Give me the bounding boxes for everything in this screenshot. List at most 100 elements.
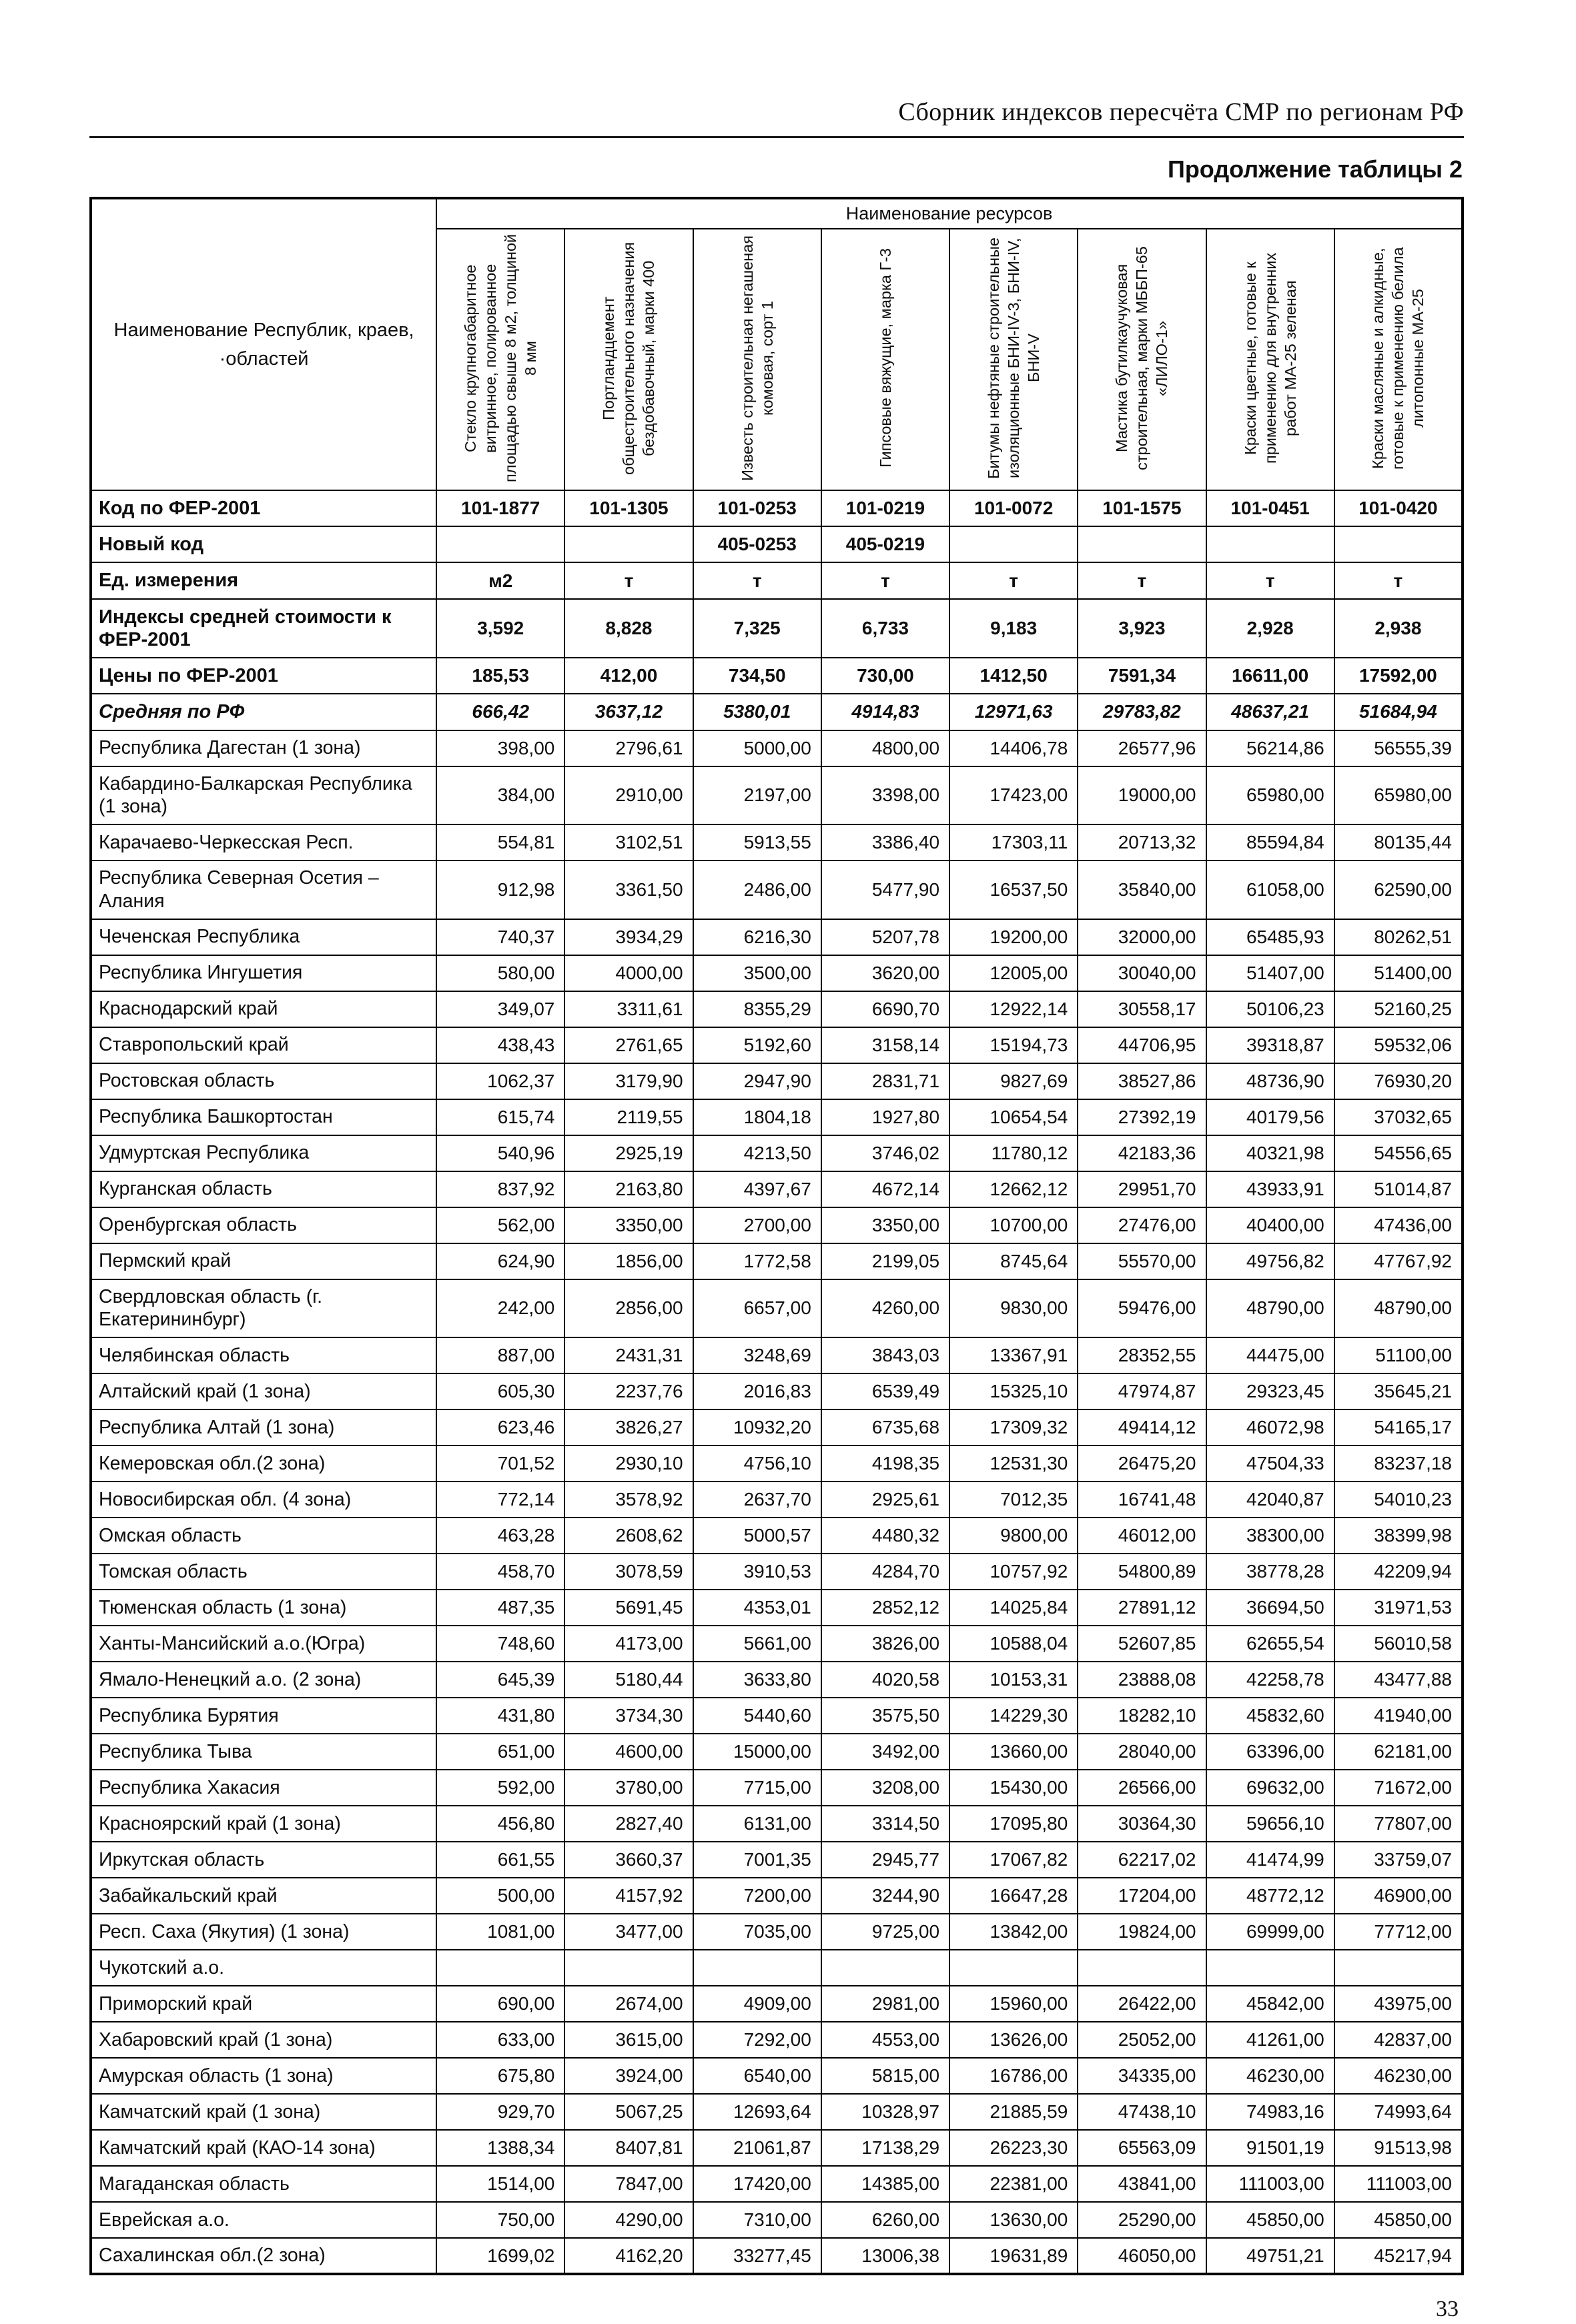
value-cell: 633,00 <box>436 2021 566 2059</box>
table-caption: Продолжение таблицы 2 <box>1167 155 1463 183</box>
value-cell: 580,00 <box>436 954 566 992</box>
value-cell <box>564 1949 694 1987</box>
table-row: Камчатский край (1 зона) 929,70 5067,25 126… <box>89 2093 1464 2131</box>
value-cell: 77712,00 <box>1333 1913 1464 1951</box>
value-cell: 2237,76 <box>564 1373 694 1411</box>
value-cell: 2608,62 <box>564 1517 694 1555</box>
region-name-cell: Карачаево-Черкесская Респ. <box>89 824 438 862</box>
header-row-columns: Стекло крупногабаритное витринное, полир… <box>91 228 1464 491</box>
value-cell: 12922,14 <box>949 990 1079 1028</box>
page-number: 33 <box>1436 2297 1459 2322</box>
value-cell: 48772,12 <box>1205 1877 1335 1915</box>
region-name-cell: Тюменская область (1 зона) <box>89 1589 438 1627</box>
table-row: Сахалинская обл.(2 зона) 1699,02 4162,20 33… <box>89 2237 1464 2275</box>
table-row: Республика Бурятия 431,80 3734,30 5440,60 35… <box>89 1697 1464 1735</box>
column-header: Битумы нефтяные строительные изоляционны… <box>949 228 1079 491</box>
value-cell: 42209,94 <box>1333 1553 1464 1591</box>
value-cell: 3826,00 <box>820 1625 951 1663</box>
value-cell: 40321,98 <box>1205 1134 1335 1172</box>
value-cell: 35645,21 <box>1333 1373 1464 1411</box>
value-cell: 540,96 <box>436 1134 566 1172</box>
document-title: Сборник индексов пересчёта СМР по регион… <box>898 98 1464 126</box>
table-row: Республика Башкортостан 615,74 2119,55 1804… <box>89 1098 1464 1136</box>
table-row: Алтайский край (1 зона) 605,30 2237,76 2016… <box>89 1373 1464 1411</box>
value-cell: 748,60 <box>436 1625 566 1663</box>
value-cell: 65980,00 <box>1333 765 1464 826</box>
value-cell: 52607,85 <box>1077 1625 1207 1663</box>
value-cell: 44706,95 <box>1077 1026 1207 1064</box>
value-cell: 37032,65 <box>1333 1098 1464 1136</box>
value-cell: 40400,00 <box>1205 1206 1335 1244</box>
value-cell: т <box>1077 562 1207 600</box>
value-cell: 8355,29 <box>692 990 822 1028</box>
column-header-text: Мастика бутилкаучуковая строительная, ма… <box>1113 245 1171 470</box>
table-row: Ед. измерения м2 т т т т т т т <box>89 562 1464 600</box>
table-row: Забайкальский край 500,00 4157,92 7200,00 32… <box>89 1877 1464 1915</box>
value-cell: 52160,25 <box>1333 990 1464 1028</box>
value-cell: 2486,00 <box>692 860 822 920</box>
value-cell: 3843,03 <box>820 1337 951 1375</box>
region-name-cell: Сахалинская обл.(2 зона) <box>89 2237 438 2275</box>
value-cell: 5207,78 <box>820 918 951 956</box>
table-row: Ростовская область 1062,37 3179,90 2947,90 2… <box>89 1062 1464 1100</box>
value-cell: 734,50 <box>692 657 822 695</box>
value-cell: 185,53 <box>436 657 566 695</box>
column-header: Гипсовые вяжущие, марка Г-3 <box>820 228 951 491</box>
value-cell: 71672,00 <box>1333 1769 1464 1807</box>
value-cell: 29951,70 <box>1077 1170 1207 1208</box>
value-cell: 17423,00 <box>949 765 1079 826</box>
table-row: Индексы средней стоимости к ФЕР-2001 3,59… <box>89 598 1464 659</box>
value-cell: 5180,44 <box>564 1661 694 1699</box>
value-cell: 17420,00 <box>692 2165 822 2203</box>
value-cell: 2925,61 <box>820 1481 951 1519</box>
value-cell: 500,00 <box>436 1877 566 1915</box>
value-cell <box>1077 1949 1207 1987</box>
value-cell: 48790,00 <box>1333 1278 1464 1339</box>
value-cell: 4756,10 <box>692 1445 822 1483</box>
value-cell: 59532,06 <box>1333 1026 1464 1064</box>
value-cell: 45217,94 <box>1333 2237 1464 2275</box>
value-cell: 101-0420 <box>1333 489 1464 528</box>
value-cell: 18282,10 <box>1077 1697 1207 1735</box>
value-cell: 5000,57 <box>692 1517 822 1555</box>
value-cell: 4173,00 <box>564 1625 694 1663</box>
value-cell: 929,70 <box>436 2093 566 2131</box>
value-cell: 39318,87 <box>1205 1026 1335 1064</box>
value-cell: 2796,61 <box>564 729 694 767</box>
value-cell: 111003,00 <box>1205 2165 1335 2203</box>
value-cell: 463,28 <box>436 1517 566 1555</box>
value-cell: 912,98 <box>436 860 566 920</box>
table-row: Томская область 458,70 3078,59 3910,53 4284,… <box>89 1553 1464 1591</box>
value-cell: 74993,64 <box>1333 2093 1464 2131</box>
table-row: Новосибирская обл. (4 зона) 772,14 3578,92… <box>89 1481 1464 1519</box>
table-row: Новый код 405-0253 405-0219 <box>89 526 1464 564</box>
table-row: Кабардино-Балкарская Республика (1 зона)… <box>89 765 1464 826</box>
value-cell: 13660,00 <box>949 1733 1079 1771</box>
value-cell: 14406,78 <box>949 729 1079 767</box>
value-cell: 69632,00 <box>1205 1769 1335 1807</box>
value-cell: 1062,37 <box>436 1062 566 1100</box>
value-cell: 7292,00 <box>692 2021 822 2059</box>
value-cell: 54800,89 <box>1077 1553 1207 1591</box>
value-cell: 41474,99 <box>1205 1841 1335 1879</box>
value-cell: 49414,12 <box>1077 1409 1207 1447</box>
region-name-cell: Свердловская область (г. Екатерининбург) <box>89 1278 438 1339</box>
table-row: Омская область 463,28 2608,62 5000,57 4480,3… <box>89 1517 1464 1555</box>
table-row: Республика Ингушетия 580,00 4000,00 3500,00… <box>89 954 1464 992</box>
value-cell: 30558,17 <box>1077 990 1207 1028</box>
value-cell: 13367,91 <box>949 1337 1079 1375</box>
value-cell: 47438,10 <box>1077 2093 1207 2131</box>
value-cell: 29323,45 <box>1205 1373 1335 1411</box>
table-row: Еврейская а.о. 750,00 4290,00 7310,00 6260,0… <box>89 2201 1464 2239</box>
value-cell: 51400,00 <box>1333 954 1464 992</box>
value-cell: 41261,00 <box>1205 2021 1335 2059</box>
value-cell: 51407,00 <box>1205 954 1335 992</box>
value-cell: 27392,19 <box>1077 1098 1207 1136</box>
value-cell: 48736,90 <box>1205 1062 1335 1100</box>
region-name-cell: Ростовская область <box>89 1062 438 1100</box>
value-cell: 4162,20 <box>564 2237 694 2275</box>
table-row: Хабаровский край (1 зона) 633,00 3615,00 72… <box>89 2021 1464 2059</box>
value-cell: 54010,23 <box>1333 1481 1464 1519</box>
value-cell: 43477,88 <box>1333 1661 1464 1699</box>
value-cell: 16537,50 <box>949 860 1079 920</box>
